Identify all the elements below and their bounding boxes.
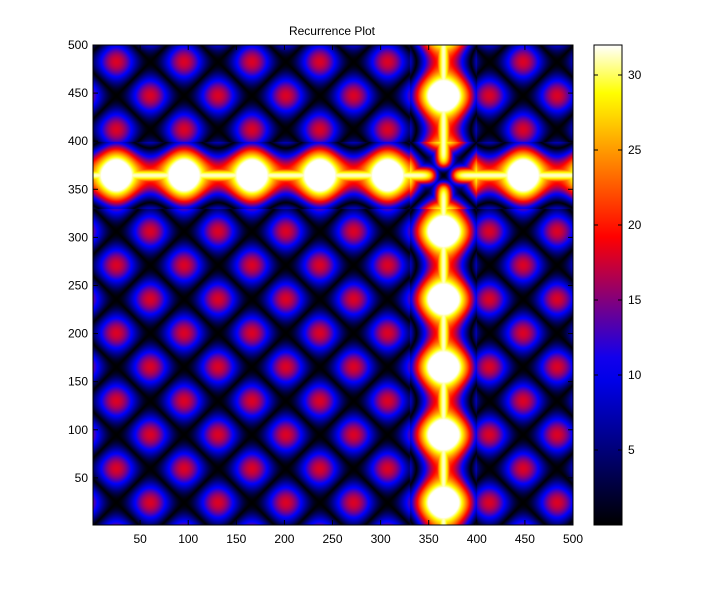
colorbar-tick-label: 10 bbox=[628, 368, 642, 382]
x-tick-label: 500 bbox=[563, 532, 583, 546]
x-axis: 50 100 150 200 250 300 350 400 450 500 bbox=[133, 45, 583, 546]
colorbar-tick-label: 30 bbox=[628, 68, 642, 82]
y-tick-label: 250 bbox=[68, 278, 88, 292]
y-tick-label: 100 bbox=[68, 423, 88, 437]
x-tick-label: 300 bbox=[371, 532, 391, 546]
x-tick-label: 350 bbox=[419, 532, 439, 546]
colorbar-tick-label: 5 bbox=[628, 443, 635, 457]
colorbar-tick-label: 20 bbox=[628, 218, 642, 232]
y-tick-label: 150 bbox=[68, 375, 88, 389]
x-tick-label: 200 bbox=[274, 532, 294, 546]
y-tick-label: 350 bbox=[68, 182, 88, 196]
plot-area bbox=[92, 44, 574, 526]
x-tick-label: 450 bbox=[515, 532, 535, 546]
colorbar-tick-label: 15 bbox=[628, 293, 642, 307]
colorbar-axis: 5 10 15 20 25 30 bbox=[594, 68, 642, 457]
y-axis: 50 100 150 200 250 300 350 400 450 500 bbox=[68, 38, 573, 485]
x-tick-label: 250 bbox=[323, 532, 343, 546]
chart-title: Recurrence Plot bbox=[289, 24, 376, 38]
y-tick-label: 450 bbox=[68, 86, 88, 100]
colorbar: 5 10 15 20 25 30 bbox=[593, 44, 642, 526]
y-tick-label: 50 bbox=[75, 471, 89, 485]
x-tick-label: 50 bbox=[133, 532, 147, 546]
y-tick-label: 200 bbox=[68, 327, 88, 341]
y-tick-label: 300 bbox=[68, 230, 88, 244]
y-tick-label: 400 bbox=[68, 134, 88, 148]
colorbar-gradient bbox=[594, 45, 622, 525]
x-tick-label: 150 bbox=[226, 532, 246, 546]
colorbar-frame bbox=[593, 44, 623, 526]
x-tick-label: 100 bbox=[178, 532, 198, 546]
y-tick-label: 500 bbox=[68, 38, 88, 52]
x-tick-label: 400 bbox=[467, 532, 487, 546]
heatmap-image bbox=[93, 45, 573, 525]
colorbar-tick-label: 25 bbox=[628, 143, 642, 157]
